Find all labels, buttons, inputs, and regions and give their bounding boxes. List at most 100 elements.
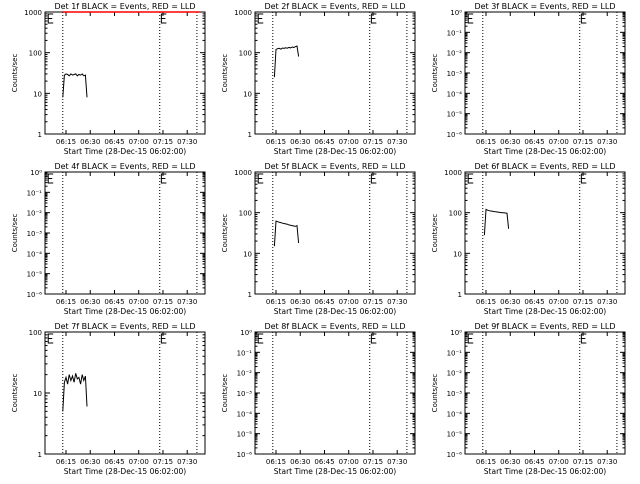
marker-glyph xyxy=(370,333,377,344)
y-axis-label: Counts/sec xyxy=(11,54,19,93)
y-tick-label: 10⁰ xyxy=(450,329,462,337)
x-tick-label: 07:00 xyxy=(549,458,569,466)
y-tick-label: 10⁻⁶ xyxy=(447,131,463,139)
x-tick-label: 07:00 xyxy=(339,138,359,146)
panel-det-7: Det 7f BLACK = Events, RED = LLD 1 10 100 06… xyxy=(11,322,206,476)
x-tick-label: 06:30 xyxy=(500,458,520,466)
plot-frame xyxy=(254,11,416,135)
y-tick-label: 1000 xyxy=(234,169,252,177)
x-tick-label: 07:15 xyxy=(363,458,383,466)
series-events xyxy=(62,73,88,98)
x-tick-label: 07:15 xyxy=(153,138,173,146)
panel-det-6: Det 6f BLACK = Events, RED = LLD 1 10 100 10… xyxy=(431,162,626,316)
x-tick-label: 07:30 xyxy=(177,138,197,146)
plot-frame xyxy=(44,11,206,135)
x-tick-label: 06:15 xyxy=(266,458,286,466)
y-tick-label: 10⁻² xyxy=(237,370,253,378)
marker-glyph xyxy=(370,13,377,24)
x-axis-label: Start Time (28-Dec-15 06:02:00) xyxy=(274,467,396,476)
x-tick-label: 07:15 xyxy=(573,298,593,306)
y-axis-label: Counts/sec xyxy=(431,214,439,253)
panel-title: Det 9f BLACK = Events, RED = LLD xyxy=(474,322,615,331)
x-tick-label: 06:15 xyxy=(476,138,496,146)
x-axis-label: Start Time (28-Dec-15 06:02:00) xyxy=(484,467,606,476)
y-tick-label: 10⁻⁶ xyxy=(447,451,463,459)
y-tick-label: 10⁻⁵ xyxy=(447,431,463,439)
y-axis-label: Counts/sec xyxy=(431,54,439,93)
plot-frame xyxy=(464,331,626,455)
x-tick-label: 06:30 xyxy=(80,458,100,466)
x-tick-label: 07:00 xyxy=(129,298,149,306)
x-tick-label: 07:00 xyxy=(549,298,569,306)
y-tick-label: 10⁻² xyxy=(27,210,43,218)
marker-glyph xyxy=(47,173,54,184)
panel-title: Det 4f BLACK = Events, RED = LLD xyxy=(54,162,195,171)
y-tick-label: 100 xyxy=(239,50,252,58)
marker-glyph xyxy=(47,333,54,344)
x-tick-label: 06:15 xyxy=(266,298,286,306)
x-tick-label: 06:45 xyxy=(524,138,544,146)
y-tick-label: 1000 xyxy=(444,169,462,177)
x-axis-label: Start Time (28-Dec-15 06:02:00) xyxy=(274,307,396,316)
y-tick-label: 1 xyxy=(38,131,42,139)
marker-glyph xyxy=(160,13,167,24)
x-tick-label: 07:15 xyxy=(363,138,383,146)
series-events xyxy=(483,208,510,236)
y-tick-label: 10⁻⁴ xyxy=(447,410,463,418)
x-tick-label: 07:30 xyxy=(387,298,407,306)
x-axis-label: Start Time (28-Dec-15 06:02:00) xyxy=(484,147,606,156)
y-tick-label: 10 xyxy=(243,90,252,98)
y-axis-label: Counts/sec xyxy=(221,54,229,93)
y-tick-label: 10⁻⁴ xyxy=(237,410,253,418)
x-tick-label: 07:30 xyxy=(177,298,197,306)
marker-glyph xyxy=(257,13,264,24)
x-tick-label: 07:15 xyxy=(153,458,173,466)
plot-frame xyxy=(254,171,416,295)
marker-glyph xyxy=(160,333,167,344)
x-tick-label: 06:15 xyxy=(476,458,496,466)
marker-glyph xyxy=(580,13,587,24)
y-tick-label: 1000 xyxy=(24,9,42,17)
y-tick-label: 10⁰ xyxy=(240,329,252,337)
y-tick-label: 10⁻³ xyxy=(27,230,43,238)
y-tick-label: 10⁻⁴ xyxy=(447,90,463,98)
x-tick-label: 07:30 xyxy=(597,458,617,466)
panel-det-9: Det 9f BLACK = Events, RED = LLD 10⁻⁶ 10⁻⁵… xyxy=(431,322,626,476)
x-tick-label: 06:30 xyxy=(80,298,100,306)
y-tick-label: 100 xyxy=(29,50,42,58)
y-tick-label: 10 xyxy=(33,90,42,98)
y-tick-label: 1 xyxy=(38,451,42,459)
plot-frame xyxy=(254,331,416,455)
x-axis-label: Start Time (28-Dec-15 06:02:00) xyxy=(64,307,186,316)
panel-title: Det 7f BLACK = Events, RED = LLD xyxy=(54,322,195,331)
y-axis-label: Counts/sec xyxy=(11,214,19,253)
marker-glyph xyxy=(257,333,264,344)
x-tick-label: 06:30 xyxy=(80,138,100,146)
y-tick-label: 1 xyxy=(458,291,462,299)
plot-frame xyxy=(44,331,206,455)
x-tick-label: 07:30 xyxy=(177,458,197,466)
series-events xyxy=(273,45,300,78)
x-tick-label: 06:30 xyxy=(290,298,310,306)
x-tick-label: 06:45 xyxy=(314,138,334,146)
x-tick-label: 06:45 xyxy=(314,298,334,306)
y-tick-label: 10⁻⁵ xyxy=(237,431,253,439)
y-tick-label: 10⁻¹ xyxy=(27,189,43,197)
x-tick-label: 06:45 xyxy=(104,298,124,306)
x-tick-label: 06:45 xyxy=(524,298,544,306)
y-tick-label: 10⁻⁶ xyxy=(27,291,43,299)
y-tick-label: 10⁰ xyxy=(30,169,42,177)
y-tick-label: 10⁻³ xyxy=(447,70,463,78)
y-tick-label: 10⁻¹ xyxy=(447,349,463,357)
y-tick-label: 100 xyxy=(29,329,42,337)
x-tick-label: 06:15 xyxy=(476,298,496,306)
y-tick-label: 1 xyxy=(248,131,252,139)
y-axis-label: Counts/sec xyxy=(221,374,229,413)
y-tick-label: 10⁻² xyxy=(447,370,463,378)
y-tick-label: 10⁻⁵ xyxy=(27,271,43,279)
x-tick-label: 07:00 xyxy=(129,458,149,466)
x-tick-label: 06:15 xyxy=(56,458,76,466)
y-tick-label: 10⁻³ xyxy=(237,390,253,398)
